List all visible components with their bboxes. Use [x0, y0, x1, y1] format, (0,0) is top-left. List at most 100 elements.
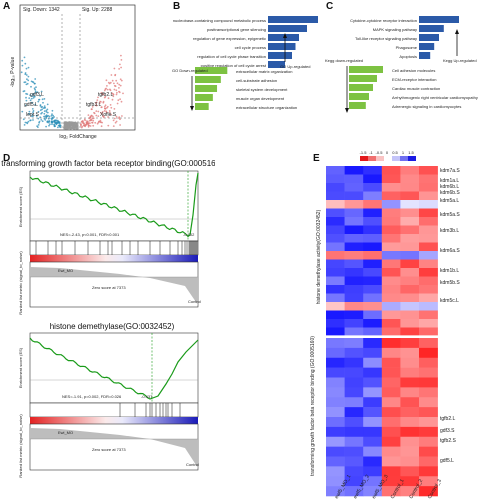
heatmap-gene-kdm7a.S: kdm7a.S: [440, 168, 460, 174]
legend-tick-6: 1.5: [408, 150, 414, 155]
kegg-down-term-3: Arrhythmogenic right ventricular cardiom…: [392, 95, 478, 100]
sig-down-label: Sig. Down: 1342: [23, 7, 60, 13]
gene-label-gdf3: gdf3.L: [30, 92, 44, 98]
heatmap-bottom-group-label: transforming growth factor beta receptor…: [310, 336, 316, 476]
heatmap-gene-kdm6b.S: kdm6b.S: [440, 190, 460, 196]
go-down-term-0: extracellular matrix organization: [236, 69, 292, 74]
gsea-histone-zero-label: Zero score at 7373: [92, 447, 126, 452]
legend-tick-3: 0: [386, 150, 389, 155]
kegg-down-term-4: Adrenergic signaling in cardiomyocytes: [392, 104, 461, 109]
gsea-tgfb-title: transforming growth factor beta receptor…: [1, 159, 215, 168]
panel-label-c: C: [326, 1, 334, 12]
gsea-tgfb-stats: NES=-2.43, p<0.001, FDR<0.001: [60, 232, 120, 237]
kegg-up-term-0: Cytokine-cytokine receptor interaction: [350, 18, 417, 23]
heatmap-gene-tgfb2.S: tgfb2.S: [440, 438, 457, 444]
volcano-points: [20, 54, 124, 130]
kegg-enrichment-chart: Cytokine-cytokine receptor interaction MA…: [325, 16, 478, 113]
go-down-term-1: cell-substrate adhesion: [236, 78, 277, 83]
gsea-tgfb-neg-label: Control: [188, 299, 201, 304]
go-up-term-2: regulation of gene expression, epigeneti…: [193, 36, 266, 41]
heatmap-cells: [326, 166, 438, 497]
legend-tick-1: -1: [369, 150, 373, 155]
gsea-tgfb-hit-ticks: [35, 241, 198, 255]
kegg-up-bar-1: [419, 25, 444, 32]
kegg-down-label: Kegg down-regulated: [325, 58, 363, 63]
go-down-term-2: skeletal system development: [236, 87, 288, 92]
go-up-bar-0: [268, 16, 318, 23]
go-down-bar-0: [195, 67, 228, 74]
panel-label-e: E: [313, 153, 320, 164]
kegg-down-bar-0: [349, 66, 383, 73]
heatmap-gene-kdm6a.S: kdm6a.S: [440, 248, 460, 254]
heatmap-gene-kdm5a.L: kdm5a.L: [440, 198, 459, 204]
legend-tick-5: 1: [402, 150, 405, 155]
gene-label-lepr: lepr.S: [26, 112, 39, 118]
gsea-tgfb-es-ylabel: Enrichment score (ES): [18, 186, 23, 227]
gsea-tgfb-zero-label: Zero score at 7373: [92, 285, 126, 290]
panel-label-d: D: [3, 153, 11, 164]
go-down-bar-1: [195, 76, 221, 83]
go-down-term-4: extracellular structure organization: [236, 105, 297, 110]
kegg-up-label: Kegg Up-regulated: [443, 58, 477, 63]
legend-tick-0: -1.5: [360, 150, 368, 155]
go-up-term-4: regulation of cell cycle phase transitio…: [197, 54, 266, 59]
heatmap-gene-kdm5b.S: kdm5b.S: [440, 280, 460, 286]
go-down-bar-2: [195, 85, 218, 92]
heatmap-gene-kdm5a.S: kdm5a.S: [440, 212, 460, 218]
heatmap-gene-kdm6b.L: kdm6b.L: [440, 184, 459, 190]
go-down-bar-3: [195, 94, 213, 101]
go-up-term-3: cell cycle process: [235, 45, 266, 50]
go-down-label: GO Down-regulated: [172, 68, 208, 73]
heatmap-gene-kdm5c.L: kdm5c.L: [440, 298, 459, 304]
kegg-up-bar-2: [419, 34, 439, 41]
gsea-histone-es-curve: [29, 337, 199, 400]
go-up-bar-1: [268, 25, 307, 32]
kegg-up-term-2: Toll-like receptor signaling pathway: [355, 36, 417, 41]
panel-label-b: B: [173, 1, 181, 12]
gsea-histone-hit-ticks: [119, 403, 181, 417]
expression-heatmap: -1.5 -1 -0.5 0 0.5 1 1.5 histone demethylase a…: [310, 150, 460, 500]
go-up-bar-5: [268, 61, 285, 68]
gene-label-tgfb2: tgfb2.L: [98, 92, 114, 98]
gsea-histone-stats: NES=-1.91, p=0.002, FDR=0.026: [62, 394, 122, 399]
kegg-up-bar-4: [419, 52, 431, 59]
gsea-histone-rank-ylabel: Ranked list metric (signal_to_noise): [18, 414, 23, 478]
gsea-tgfb-es-curve: [29, 172, 199, 238]
heatmap-top-group-label: histone demethylase activity(GO:0032452): [316, 209, 322, 304]
heatmap-gene-kdm3b.L: kdm3b.L: [440, 228, 459, 234]
kegg-down-bar-4: [349, 102, 366, 109]
gsea-tgfb-peak: -0.702: [183, 232, 195, 237]
sig-up-label: Sig. Up: 2288: [82, 7, 113, 13]
gsea-tgfb-pos-label: Ewl_MO: [58, 268, 73, 273]
go-up-term-1: posttranscriptional gene silencing: [207, 27, 266, 32]
gene-label-tgfb3: tgfb3.L: [86, 102, 102, 108]
heatmap-gene-kdm1a.L: kdm1a.L: [440, 178, 459, 184]
gene-label-xofle: Xofle.S: [100, 112, 117, 118]
gsea-tgfb-rank-ylabel: Ranked list metric (signal_to_noise): [18, 251, 23, 315]
volcano-y-axis-label: -log₁₀ P-value: [10, 57, 16, 88]
kegg-down-term-0: Cell adhesion molecules: [392, 68, 435, 73]
go-up-bar-3: [268, 43, 296, 50]
heatmap-color-legend: -1.5 -1 -0.5 0 0.5 1 1.5: [360, 150, 416, 161]
gsea-histone-peak: -0.437: [141, 394, 153, 399]
gsea-histone-pos-label: Ewl_MO: [58, 430, 73, 435]
kegg-up-bar-3: [419, 43, 435, 50]
gene-label-gdf5: gdf5.L: [24, 102, 38, 108]
heatmap-gene-kdm1b.L: kdm1b.L: [440, 268, 459, 274]
go-enrichment-chart: nucleobase-containing compound metabolic…: [172, 16, 318, 111]
heatmap-gene-gdf5.L: gdf5.L: [440, 458, 454, 464]
go-up-term-0: nucleobase-containing compound metabolic…: [173, 18, 266, 23]
kegg-up-term-3: Phagosome: [396, 45, 418, 50]
volcano-plot: Sig. Down: 1342 Sig. Up: 2288 -log₁₀ P-v…: [10, 4, 136, 140]
legend-tick-4: 0.5: [392, 150, 398, 155]
heatmap-gene-tgfb2.L: tgfb2.L: [440, 416, 456, 422]
gsea-histone-title: histone demethylase(GO:0032452): [50, 322, 175, 331]
kegg-down-term-2: Cardiac muscle contraction: [392, 86, 440, 91]
kegg-down-term-1: ECM-receptor interaction: [392, 77, 436, 82]
kegg-up-bar-0: [419, 16, 459, 23]
gsea-histone-es-ylabel: Enrichment score (ES): [18, 347, 23, 388]
go-up-term-5: positive regulation of cell cycle arrest: [201, 63, 267, 68]
heatmap-gene-gdf3.S: gdf3.S: [440, 428, 455, 434]
legend-tick-2: -0.5: [376, 150, 384, 155]
gsea-plot-histone: histone demethylase(GO:0032452) NES=-1.9…: [18, 322, 199, 478]
